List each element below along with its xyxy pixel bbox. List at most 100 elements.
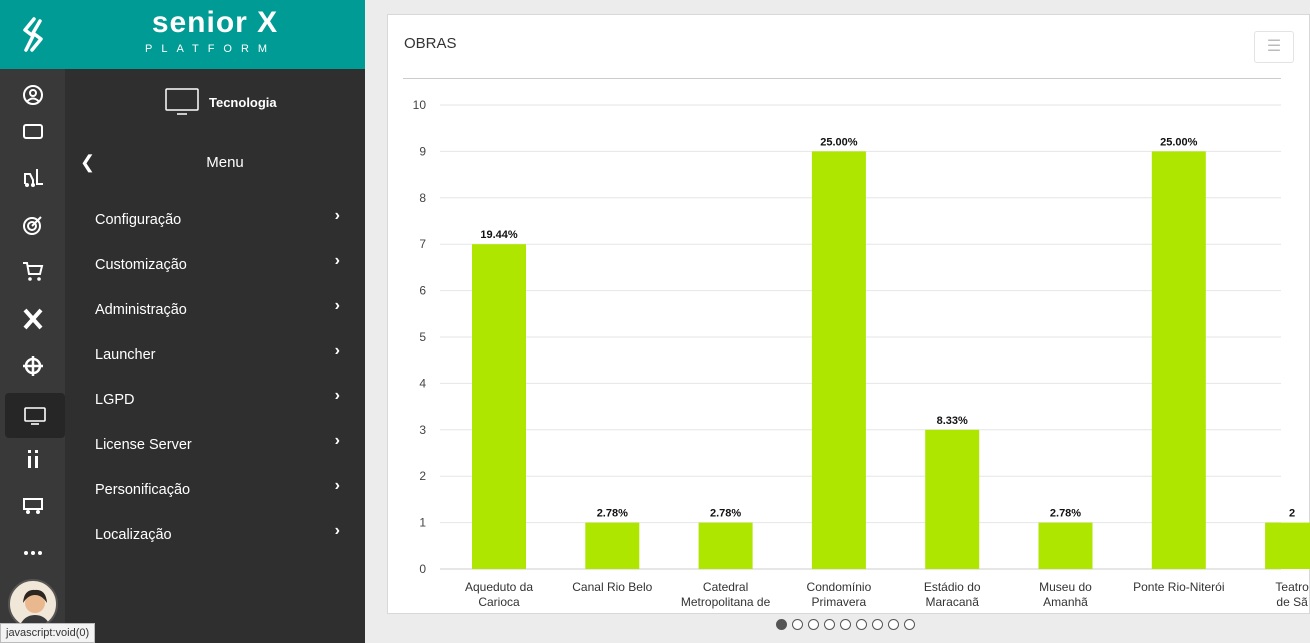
carousel-dot[interactable] [840,619,851,630]
menu-back-button[interactable]: ❮ Menu [80,150,350,176]
menu-item[interactable]: Localização › [95,520,340,550]
menu-item[interactable]: Launcher › [95,340,340,370]
chevron-right-icon: › [334,432,340,449]
chevron-right-icon: › [334,477,340,494]
target-icon[interactable] [10,206,55,244]
card-title: OBRAS [404,35,457,52]
briefcase-icon[interactable] [10,120,55,142]
bar [925,429,980,569]
y-tick-label: 6 [419,284,426,298]
carousel-dot[interactable] [872,619,883,630]
bar [1151,151,1206,569]
data-label: 19.44% [480,229,518,241]
x-tick-label: Museu do [1039,580,1092,594]
bar [1265,522,1310,569]
section-title: Tecnologia [209,94,277,110]
y-tick-label: 4 [419,376,426,390]
brand-subtitle: PLATFORM [145,43,277,55]
carousel-dot[interactable] [856,619,867,630]
x-tick-label: de Sã [1276,595,1308,609]
menu-item[interactable]: Administração › [95,295,340,325]
menu-item-label: Configuração [95,212,182,228]
chevron-right-icon: › [334,252,340,269]
menu-item-label: Administração [95,302,187,318]
x-tick-label: Ponte Rio-Niterói [1133,580,1224,594]
carousel-dot[interactable] [808,619,819,630]
data-label: 25.00% [820,136,858,148]
carousel-dot[interactable] [888,619,899,630]
carousel-dot[interactable] [776,619,787,630]
x-tick-label: Carioca [478,595,520,609]
brand-header[interactable]: senior X PLATFORM [65,0,365,69]
x-tick-label: Aqueduto da [465,580,533,594]
x-tick-label: Estádio do [924,580,981,594]
data-label: 2.78% [1050,508,1081,520]
y-tick-label: 5 [419,330,426,344]
carousel-dot[interactable] [904,619,915,630]
truck-icon[interactable] [10,486,55,524]
avatar[interactable] [8,579,58,629]
x-tick-label: Canal Rio Belo [572,580,652,594]
info-icon[interactable] [10,440,55,478]
y-tick-label: 1 [419,516,426,530]
x-tick-label: Condomínio [807,580,872,594]
menu-item-label: Customização [95,257,187,273]
bar [472,244,526,569]
menu-item-label: Launcher [95,347,156,363]
carousel-dot[interactable] [824,619,835,630]
monitor-icon[interactable] [5,393,65,438]
section-header: Tecnologia [165,88,277,116]
hamburger-icon[interactable]: ☰ [1254,31,1294,63]
cart-icon[interactable] [10,252,55,290]
card-divider [403,78,1281,79]
bar [698,522,753,569]
menu-item-label: Localização [95,527,172,543]
forklift-icon[interactable] [10,158,55,196]
menu-item-label: Personificação [95,482,191,498]
y-tick-label: 8 [419,191,426,205]
y-tick-label: 2 [419,469,426,483]
menu-item-label: LGPD [95,392,135,408]
chevron-right-icon: › [334,522,340,539]
menu-item[interactable]: Personificação › [95,475,340,505]
bar [1038,522,1093,569]
user-circle-icon[interactable] [10,76,55,114]
data-label: 8.33% [937,415,968,427]
bar [585,522,640,569]
menu-item[interactable]: Customização › [95,250,340,280]
x-tick-label: Teatro [1275,580,1309,594]
carousel-indicators [776,619,915,630]
carousel-dot[interactable] [792,619,803,630]
x-tick-label: Primavera [812,595,867,609]
chevron-right-icon: › [334,297,340,314]
menu-back-label: Menu [206,154,244,171]
more-icon[interactable] [10,534,55,572]
chart-card: 0 1 2 3 4 5 6 7 8 9 10 19.44% Aqueduto da Carioca 2.78… [387,14,1310,614]
y-tick-label: 7 [419,237,426,251]
brand-name: senior X [151,6,279,39]
x-tick-label: Catedral [703,580,748,594]
x-tick-label: Maracanã [926,595,980,609]
bar [811,151,866,569]
menu-item[interactable]: LGPD › [95,385,340,415]
y-tick-label: 0 [419,562,426,576]
chevron-right-icon: › [334,342,340,359]
data-label: 2.78% [597,508,628,520]
chevron-right-icon: › [334,207,340,224]
x-brand-icon[interactable] [10,300,55,338]
monitor-icon [165,88,199,115]
x-tick-label: Amanhã [1043,595,1088,609]
y-tick-label: 3 [419,423,426,437]
data-label: 25.00% [1160,136,1198,148]
y-tick-label: 9 [419,144,426,158]
menu-item[interactable]: Configuração › [95,205,340,235]
crosshair-icon[interactable] [10,347,55,385]
x-tick-label: Metropolitana de [681,595,771,609]
senior-logo-icon[interactable] [0,0,65,69]
menu-item[interactable]: License Server › [95,430,340,460]
data-label: 2 [1289,508,1295,520]
chevron-left-icon: ❮ [80,152,96,172]
menu-item-label: License Server [95,437,192,453]
main-content: 0 1 2 3 4 5 6 7 8 9 10 19.44% Aqueduto da Carioca 2.78… [365,0,1310,643]
